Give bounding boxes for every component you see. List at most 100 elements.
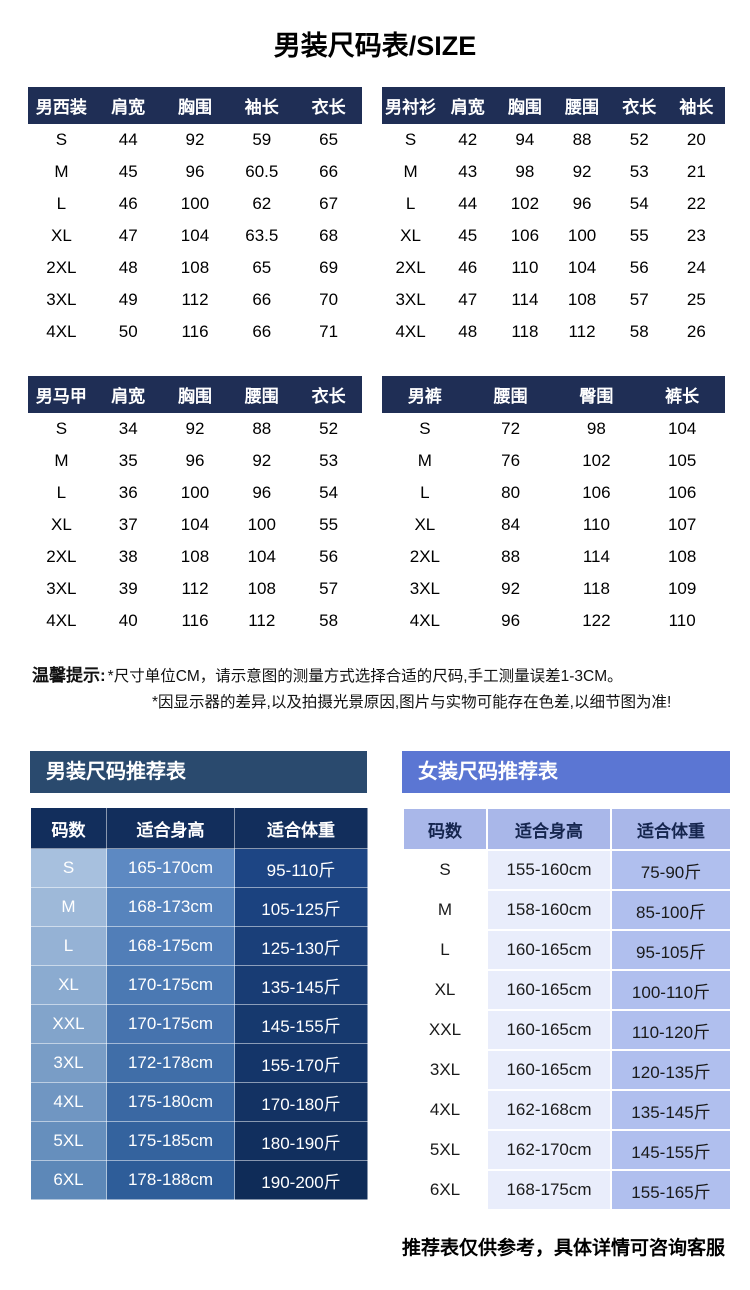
table-row: 4XL 175-180cm 170-180斤: [30, 1082, 368, 1123]
measurement-value: 92: [185, 419, 205, 438]
weight-range: 85-100斤: [610, 889, 732, 932]
measurement-value: 96: [252, 483, 272, 502]
column-header: 适合身高: [106, 807, 235, 850]
table-row: XL 47 104 63.5 68: [28, 220, 362, 252]
measurement-value: 69: [319, 258, 339, 277]
measurement-value: 46: [118, 194, 138, 213]
table-title-cell: 男西装: [28, 87, 95, 124]
measurement-value: 104: [180, 515, 210, 534]
measurement-value: 53: [319, 451, 339, 470]
size-label: M: [417, 451, 432, 470]
table-row: 3XL 39 112 108 57: [28, 573, 362, 605]
size-label: L: [405, 194, 416, 213]
height-range: 165-170cm: [106, 848, 235, 889]
measurement-value: 88: [252, 419, 272, 438]
measurement-value: 22: [686, 194, 706, 213]
table-title-cell: 男马甲: [28, 376, 95, 413]
table-row: 3XL 92 118 109: [382, 573, 725, 605]
size-table-mens-pants: 男裤 腰围 臀围 裤长 S 72 98 104 M 76 102 105 L 80 106 106 XL 84 11…: [382, 376, 725, 637]
measurement-value: 65: [319, 130, 339, 149]
size-label: 2XL: [409, 547, 440, 566]
measurement-value: 98: [586, 419, 606, 438]
size-label: 3XL: [46, 290, 77, 309]
size-label: 6XL: [402, 1169, 488, 1212]
size-label: XXL: [402, 1009, 488, 1052]
measurement-value: 65: [252, 258, 272, 277]
measurement-value: 92: [572, 162, 592, 181]
size-table-mens-suit: 男西装 肩宽 胸围 袖长 衣长 S 44 92 59 65 M 45 96 60.5 66 L 46 100 62 6…: [28, 87, 362, 348]
measurement-value: 114: [582, 547, 610, 566]
size-label: XL: [414, 515, 436, 534]
table-row: L 80 106 106: [382, 477, 725, 509]
column-header: 袖长: [228, 87, 296, 124]
measurement-value: 96: [572, 194, 592, 213]
size-label: 4XL: [395, 322, 426, 341]
measurement-value: 58: [319, 611, 339, 630]
measurement-value: 52: [319, 419, 339, 438]
measurement-value: 76: [501, 451, 521, 470]
table-row: XXL 160-165cm 110-120斤: [402, 1009, 732, 1052]
table-row: 4XL 162-168cm 135-145斤: [402, 1089, 732, 1132]
measurement-value: 35: [118, 451, 138, 470]
weight-range: 120-135斤: [610, 1049, 732, 1092]
column-header: 适合体重: [234, 807, 368, 850]
header-row: 码数 适合身高 适合体重: [402, 807, 732, 852]
measurement-value: 114: [511, 290, 539, 309]
size-label: 6XL: [30, 1160, 107, 1201]
measurement-value: 24: [686, 258, 706, 277]
weight-range: 100-110斤: [610, 969, 732, 1012]
measurement-value: 47: [118, 226, 138, 245]
column-header: 适合身高: [486, 807, 612, 852]
tips-line-1: 温馨提示: *尺寸单位CM，请示意图的测量方式选择合适的尺码,手工测量误差1-3C…: [32, 663, 720, 689]
measurement-value: 108: [247, 579, 276, 598]
height-range: 162-170cm: [486, 1129, 612, 1172]
page-title: 男装尺码表/SIZE: [273, 31, 477, 61]
measurement-value: 112: [181, 290, 209, 309]
table-row: M 45 96 60.5 66: [28, 156, 362, 188]
size-label: L: [56, 483, 67, 502]
size-label: 3XL: [395, 290, 426, 309]
measurement-value: 71: [319, 322, 339, 341]
column-header: 肩宽: [94, 87, 162, 124]
size-label: 3XL: [46, 579, 77, 598]
weight-range: 180-190斤: [234, 1121, 368, 1162]
weight-range: 145-155斤: [610, 1129, 732, 1172]
height-range: 172-178cm: [106, 1043, 235, 1084]
height-range: 160-165cm: [486, 929, 612, 972]
table-row: L 160-165cm 95-105斤: [402, 929, 732, 972]
size-label: L: [420, 483, 430, 502]
measurement-value: 37: [118, 515, 138, 534]
measurement-value: 23: [686, 226, 706, 245]
height-range: 155-160cm: [486, 849, 612, 892]
measurement-value: 21: [686, 162, 706, 181]
measurement-value: 66: [252, 290, 272, 309]
table-row: L 168-175cm 125-130斤: [30, 926, 368, 967]
womens-recommend-block: 女装尺码推荐表 码数 适合身高 适合体重 S 155-160cm 75-90斤 M 158-16…: [402, 751, 732, 1212]
table-row: 4XL 50 116 66 71: [28, 316, 362, 348]
table-row: S 44 92 59 65: [28, 124, 362, 156]
table-row: S 155-160cm 75-90斤: [402, 849, 732, 892]
table-row: 4XL 40 116 112 58: [28, 605, 362, 637]
size-label: S: [404, 130, 417, 149]
column-header: 适合体重: [610, 807, 732, 852]
measurement-value: 50: [118, 322, 138, 341]
table-row: M 35 96 92 53: [28, 445, 362, 477]
mens-recommend-block: 男装尺码推荐表 码数 适合身高 适合体重 S 165-170cm 95-110斤 M 168-1…: [30, 751, 368, 1211]
size-label: S: [419, 419, 431, 438]
table-row: 4XL 96 122 110: [382, 605, 725, 637]
measurement-value: 55: [629, 226, 649, 245]
table-row: S 34 92 88 52: [28, 413, 362, 445]
column-header: 胸围: [161, 87, 229, 124]
weight-range: 155-170斤: [234, 1043, 368, 1084]
size-label: 4XL: [46, 611, 77, 630]
size-label: XXL: [30, 1004, 107, 1045]
column-header: 袖长: [667, 87, 725, 124]
table-row: M 76 102 105: [382, 445, 725, 477]
table-row: L 44 102 96 54 22: [382, 188, 725, 220]
measurement-value: 108: [180, 547, 210, 566]
measurement-value: 54: [319, 483, 339, 502]
size-label: S: [402, 849, 488, 892]
column-header: 臀围: [553, 376, 640, 413]
tips-line-2: *因显示器的差异,以及拍摄光景原因,图片与实物可能存在色差,以细节图为准!: [152, 694, 672, 712]
